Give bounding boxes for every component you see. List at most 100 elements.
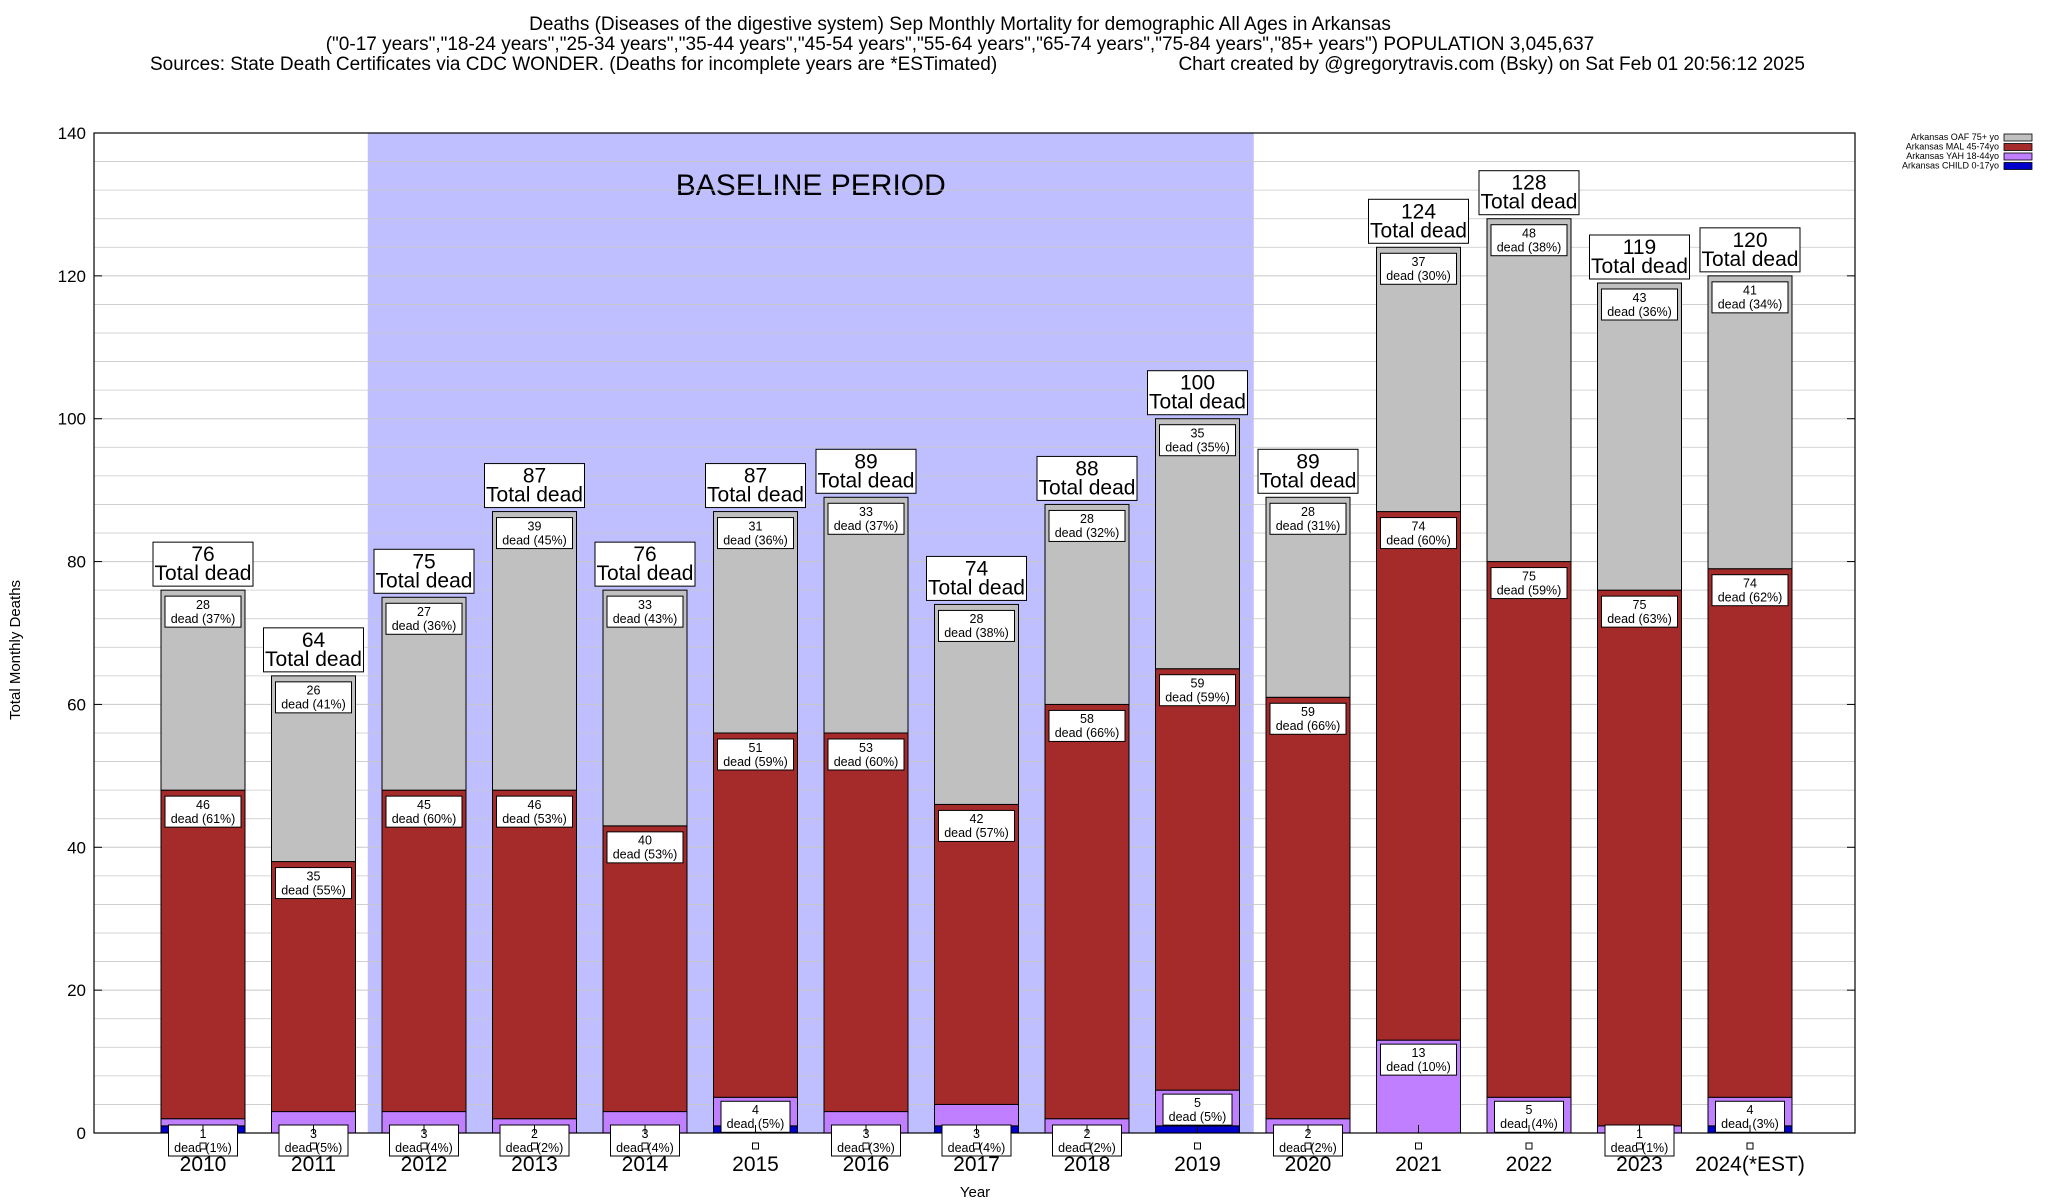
segment-label-box [1380, 1043, 1457, 1076]
segment-label: 1 [200, 1127, 207, 1141]
total-label-box [1257, 448, 1359, 494]
y-tick-label: 0 [77, 1124, 86, 1143]
y-tick-label: 140 [58, 124, 86, 143]
segment-label: 28 [196, 598, 210, 612]
total-value: 119 [1623, 236, 1656, 259]
y-tick-label: 120 [58, 267, 86, 286]
segment-label-box [717, 517, 794, 550]
segment-label-box [606, 595, 684, 628]
total-label-box [263, 627, 364, 673]
segment-label: 33 [638, 598, 652, 612]
legend-label: Arkansas OAF 75+ yo [1911, 132, 1999, 142]
total-label-box [1036, 455, 1138, 501]
bar-segment [1265, 696, 1351, 1120]
bar-segment [713, 732, 798, 1098]
total-label-box [1147, 370, 1248, 416]
x-tick-label: 2017 [953, 1153, 1000, 1176]
legend-label: Arkansas MAL 45-74yo [1906, 142, 1999, 152]
segment-label: dead (60%) [1386, 533, 1451, 547]
total-value: 74 [965, 557, 989, 580]
total-value: 120 [1732, 229, 1767, 252]
y-tick-label: 80 [67, 553, 86, 572]
segment-label: dead (36%) [1607, 305, 1672, 319]
child-marker [199, 1142, 207, 1150]
segment-label: dead (3%) [1721, 1117, 1779, 1131]
segment-label-box [385, 602, 463, 635]
segment-label: 46 [196, 798, 210, 812]
child-marker [973, 1142, 980, 1150]
segment-label: 2 [531, 1127, 538, 1141]
segment-label: 35 [307, 869, 321, 883]
bar-segment [1707, 568, 1793, 1098]
segment-label: dead (66%) [1276, 719, 1341, 733]
y-axis-label: Total Monthly Deaths [7, 580, 24, 720]
segment-label: 74 [1412, 519, 1426, 533]
total-label-box [1589, 234, 1690, 280]
segment-label-box [1601, 288, 1678, 321]
chart-source: Sources: State Death Certificates via CD… [150, 54, 997, 75]
segment-label: 28 [970, 612, 984, 626]
baseline-period-label: BASELINE PERIOD [676, 169, 946, 202]
segment-label-box [385, 795, 463, 828]
segment-label-box [938, 609, 1015, 642]
legend-swatch [2003, 152, 2033, 161]
child-marker [310, 1142, 317, 1150]
total-value: 76 [633, 543, 656, 566]
bar-segment [492, 789, 577, 1120]
segment-label: dead (36%) [392, 619, 457, 633]
total-label-box [152, 541, 254, 587]
total-value: 89 [1296, 450, 1319, 473]
bar-segment [1486, 218, 1572, 563]
segment-label: dead (38%) [944, 626, 1009, 640]
total-label: Total dead [707, 484, 804, 507]
segment-label-box [1490, 224, 1568, 257]
segment-label: 40 [638, 834, 652, 848]
segment-label: dead (57%) [944, 826, 1009, 840]
child-marker [862, 1142, 870, 1150]
x-tick-label: 2013 [511, 1153, 558, 1176]
segment-label-box [1490, 567, 1568, 600]
total-label: Total dead [1260, 469, 1357, 492]
segment-label: dead (59%) [723, 755, 788, 769]
segment-label-box [1269, 502, 1347, 535]
total-label: Total dead [1149, 391, 1246, 414]
segment-label: 33 [859, 505, 873, 519]
x-tick-label: 2021 [1395, 1153, 1442, 1176]
total-value: 64 [302, 629, 326, 652]
total-label: Total dead [1591, 255, 1688, 278]
segment-label: dead (35%) [1165, 440, 1230, 454]
child-marker [1746, 1142, 1754, 1150]
child-marker [1636, 1142, 1643, 1150]
bar-segment [602, 589, 688, 827]
x-tick-label: 2010 [180, 1153, 227, 1176]
bar-segment [1597, 282, 1682, 591]
segment-label: dead (53%) [613, 848, 678, 862]
segment-label: 48 [1522, 226, 1536, 240]
child-marker [1194, 1142, 1201, 1150]
segment-label: dead (34%) [1718, 298, 1783, 312]
segment-label: 74 [1743, 576, 1757, 590]
y-tick-label: 100 [58, 410, 86, 429]
total-label: Total dead [1370, 219, 1467, 242]
segment-label: dead (60%) [392, 812, 457, 826]
child-marker [641, 1142, 649, 1150]
chart-credit: Chart created by @gregorytravis.com (Bsk… [1178, 54, 1805, 75]
segment-label: dead (5%) [727, 1117, 785, 1131]
y-tick-label: 60 [67, 695, 86, 714]
bar-segment [934, 803, 1019, 1105]
segment-label: 3 [642, 1127, 649, 1141]
bar-segment [271, 861, 356, 1113]
total-value: 100 [1180, 372, 1215, 395]
x-tick-label: 2023 [1616, 1153, 1663, 1176]
segment-label-box [1601, 595, 1678, 628]
segment-label: 37 [1412, 255, 1426, 269]
segment-label: 75 [1633, 598, 1647, 612]
segment-label: 28 [1080, 512, 1094, 526]
segment-label: dead (36%) [723, 533, 788, 547]
x-axis-label: Year [960, 1184, 990, 1200]
bar-segment [1376, 511, 1461, 1041]
segment-label-box [275, 681, 352, 714]
total-label-box [815, 448, 917, 494]
total-label-box [484, 463, 585, 509]
